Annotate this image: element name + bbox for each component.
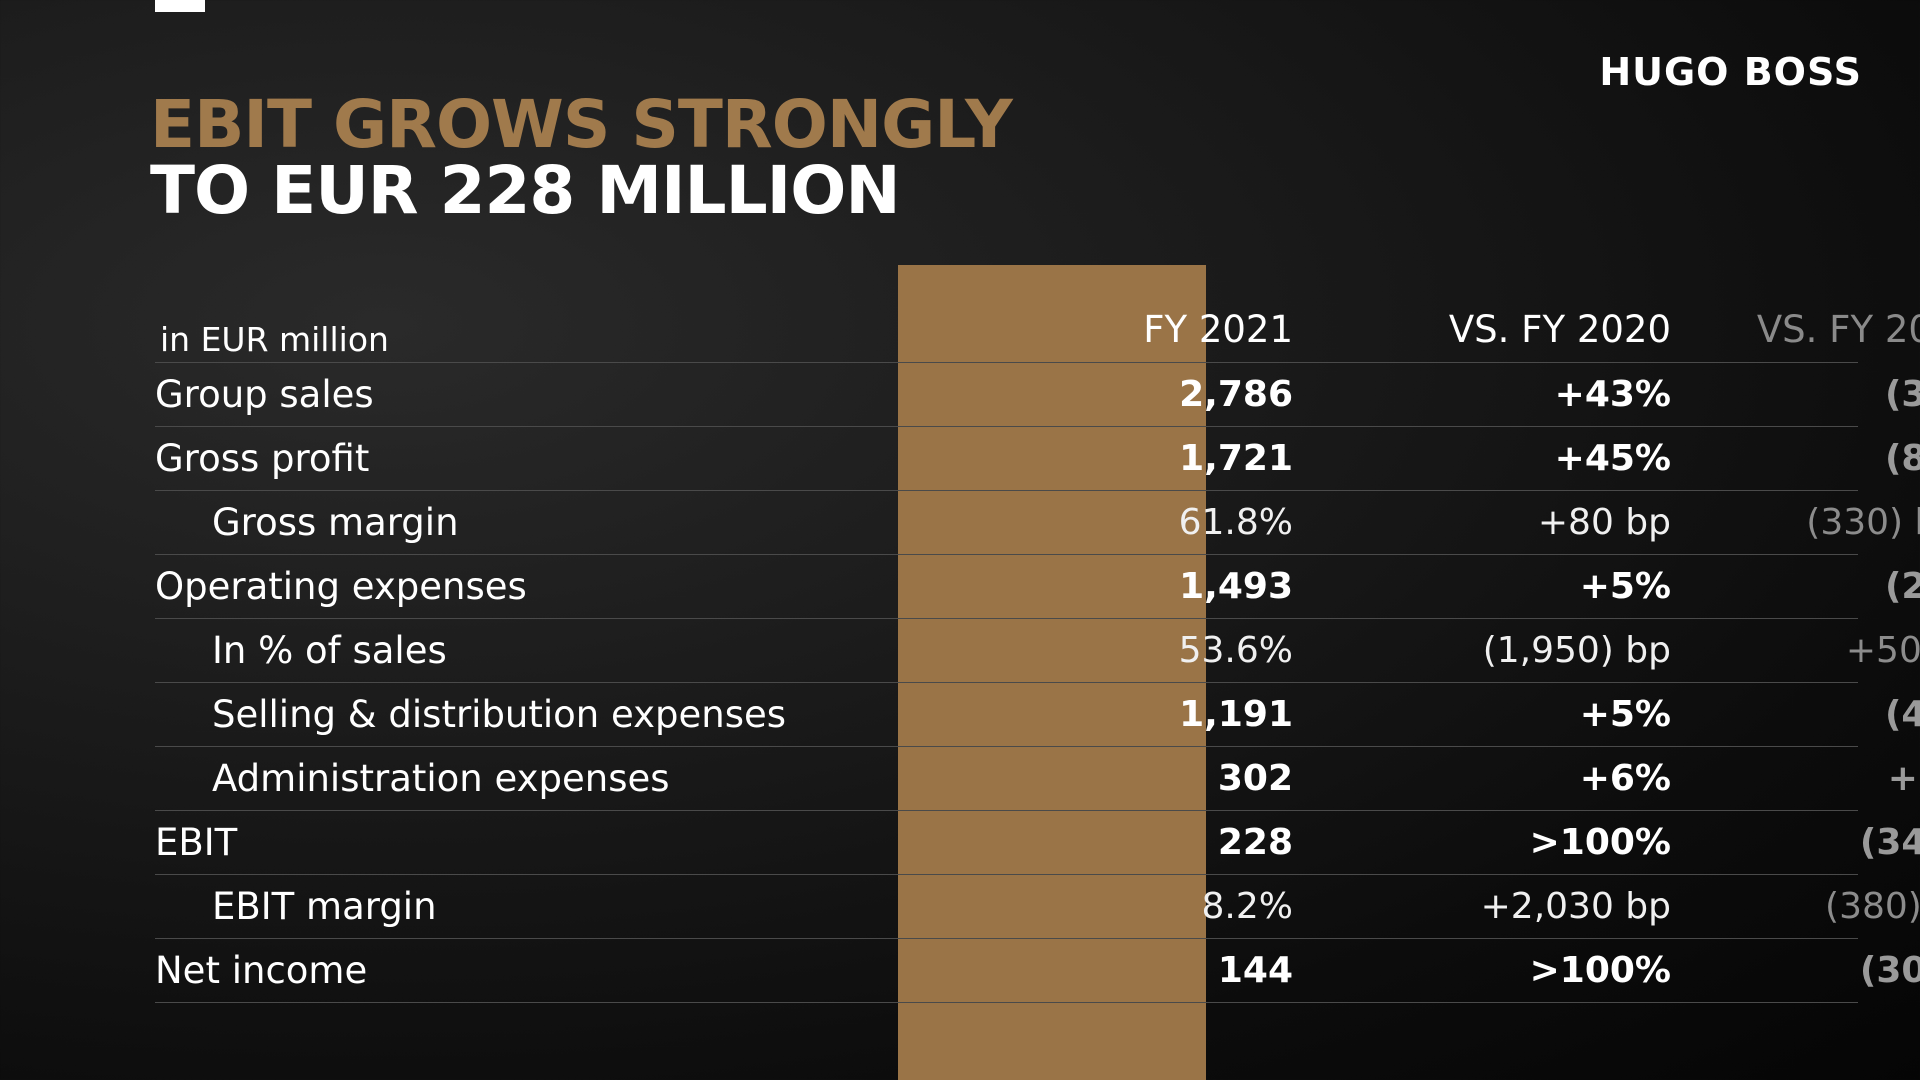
- value-vs-fy2020: +6%: [1579, 758, 1671, 799]
- table-row-net-income: Net income 144 >100% (30)%: [155, 939, 1920, 1003]
- table-row-operating-expenses: Operating expenses 1,493 +5% (2)%: [155, 555, 1920, 619]
- value-vs-fy2020: >100%: [1529, 822, 1671, 863]
- title-line-2: TO EUR 228 MILLION: [150, 152, 901, 229]
- value-vs-fy2020: >100%: [1529, 950, 1671, 991]
- table-row-group-sales: Group sales 2,786 +43% (3)%: [155, 363, 1920, 427]
- value-vs-fy2020: +43%: [1554, 374, 1671, 415]
- value-vs-fy2019: (8)%: [1884, 438, 1920, 479]
- row-label: Gross margin: [212, 501, 459, 544]
- value-vs-fy2020: +2,030 bp: [1480, 886, 1671, 927]
- slide-title: EBIT GROWS STRONGLY TO EUR 228 MILLION: [150, 86, 1013, 229]
- value-fy2021: 302: [1217, 758, 1293, 799]
- row-label: Group sales: [155, 373, 374, 416]
- value-fy2021: 1,493: [1179, 566, 1293, 607]
- value-vs-fy2019: (3)%: [1884, 374, 1920, 415]
- table-row-ebit-margin: EBIT margin 8.2% +2,030 bp (380) bp: [155, 875, 1920, 939]
- value-vs-fy2019: (34)%: [1859, 822, 1920, 863]
- row-label: EBIT margin: [212, 885, 437, 928]
- value-fy2021: 144: [1217, 950, 1293, 991]
- value-vs-fy2019: (30)%: [1859, 950, 1920, 991]
- value-fy2021: 1,191: [1179, 694, 1293, 735]
- table-row-ebit: EBIT 228 >100% (34)%: [155, 811, 1920, 875]
- corner-mark: [155, 0, 205, 12]
- table-row-gross-margin: Gross margin 61.8% +80 bp (330) bps: [155, 491, 1920, 555]
- header-vs-fy2020: VS. FY 2020: [1448, 308, 1671, 351]
- value-fy2021: 1,721: [1179, 438, 1293, 479]
- table-header-row: in EUR million FY 2021 VS. FY 2020 VS. F…: [155, 297, 1920, 363]
- financial-table: in EUR million FY 2021 VS. FY 2020 VS. F…: [155, 297, 1920, 1003]
- value-fy2021: 228: [1217, 822, 1293, 863]
- row-label: In % of sales: [212, 629, 447, 672]
- table-row-selling-distribution: Selling & distribution expenses 1,191 +5…: [155, 683, 1920, 747]
- row-label: Operating expenses: [155, 565, 527, 608]
- row-label: EBIT: [155, 821, 238, 864]
- row-label: Selling & distribution expenses: [212, 693, 787, 736]
- row-label: Administration expenses: [212, 757, 670, 800]
- value-fy2021: 53.6%: [1178, 630, 1293, 671]
- value-vs-fy2020: +5%: [1579, 694, 1671, 735]
- table-row-administration: Administration expenses 302 +6% +2%: [155, 747, 1920, 811]
- value-vs-fy2019: +50 bp: [1845, 630, 1920, 671]
- value-vs-fy2019: (380) bp: [1825, 886, 1920, 927]
- header-unit-label: in EUR million: [160, 320, 389, 359]
- table-row-percent-of-sales: In % of sales 53.6% (1,950) bp +50 bp: [155, 619, 1920, 683]
- table-row-gross-profit: Gross profit 1,721 +45% (8)%: [155, 427, 1920, 491]
- value-vs-fy2019: (4)%: [1884, 694, 1920, 735]
- row-label: Net income: [155, 949, 368, 992]
- fy2021-highlight-column: [898, 265, 1206, 1080]
- value-vs-fy2019: (2)%: [1884, 566, 1920, 607]
- header-vs-fy2019: VS. FY 2019: [1756, 308, 1920, 351]
- value-vs-fy2019: (330) bps: [1806, 502, 1920, 543]
- value-vs-fy2019: +2%: [1887, 758, 1920, 799]
- value-vs-fy2020: (1,950) bp: [1482, 630, 1671, 671]
- value-vs-fy2020: +5%: [1579, 566, 1671, 607]
- row-label: Gross profit: [155, 437, 370, 480]
- value-fy2021: 8.2%: [1201, 886, 1293, 927]
- value-fy2021: 2,786: [1179, 374, 1293, 415]
- header-fy2021: FY 2021: [1143, 308, 1293, 351]
- value-vs-fy2020: +80 bp: [1537, 502, 1671, 543]
- brand-logo: HUGO BOSS: [1599, 50, 1862, 94]
- value-fy2021: 61.8%: [1178, 502, 1293, 543]
- title-line-1: EBIT GROWS STRONGLY: [150, 86, 1013, 163]
- value-vs-fy2020: +45%: [1554, 438, 1671, 479]
